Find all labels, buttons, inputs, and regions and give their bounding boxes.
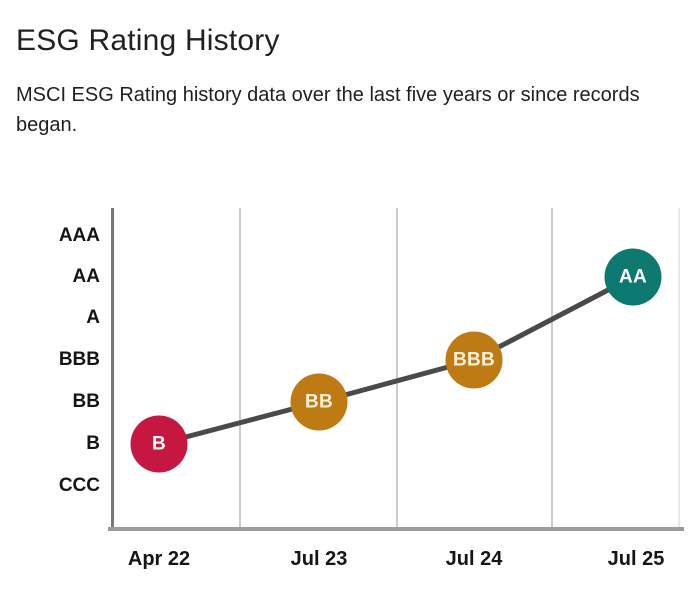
rating-trend-line (156, 274, 636, 447)
y-tick-bb: BB (72, 391, 100, 412)
page-title: ESG Rating History (16, 24, 280, 57)
x-tick-jul24: Jul 24 (445, 548, 503, 570)
y-tick-ccc: CCC (58, 475, 100, 496)
x-tick-jul25: Jul 25 (607, 548, 665, 570)
gridline (678, 208, 680, 527)
y-axis-line (111, 208, 114, 531)
rating-point-apr22: B (130, 415, 188, 473)
gridline (396, 208, 398, 527)
y-tick-a: A (86, 307, 100, 328)
page-subtitle: MSCI ESG Rating history data over the la… (16, 84, 640, 136)
esg-rating-history-chart: AAA AA A BBB BB B CCC B BB BBB AA Apr 22… (0, 190, 700, 591)
gridline (551, 208, 553, 527)
x-axis-line (108, 527, 684, 531)
rating-point-jul25: AA (604, 248, 662, 306)
rating-point-jul24: BBB (445, 331, 503, 389)
y-tick-aa: AA (72, 266, 100, 287)
y-tick-aaa: AAA (58, 225, 100, 246)
x-tick-jul23: Jul 23 (290, 548, 348, 570)
y-tick-b: B (86, 433, 100, 454)
x-tick-apr22: Apr 22 (127, 548, 191, 570)
trend-line-canvas (156, 274, 636, 447)
y-tick-bbb: BBB (58, 349, 100, 370)
rating-point-jul23: BB (290, 373, 348, 431)
gridline (239, 208, 241, 527)
